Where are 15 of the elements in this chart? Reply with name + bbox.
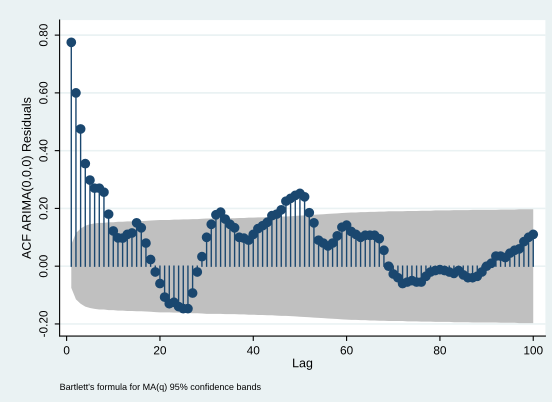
x-tick-label: 40	[246, 346, 260, 354]
x-axis-title: Lag	[293, 358, 312, 370]
y-tick-label: 0.20	[39, 197, 48, 220]
y-tick-label: 0.40	[39, 140, 48, 162]
x-tick-label: 0	[64, 346, 70, 354]
y-tick-label: 0.60	[39, 82, 48, 104]
y-tick-label: -0.20	[39, 310, 48, 337]
x-tick-label: 80	[434, 346, 446, 354]
text: Bartlett's formula for MA(q) 95% confidence bands	[60, 383, 261, 392]
x-tick-label: 100	[524, 346, 543, 354]
y-axis-title: ACF ARIMA(0,0,0) Residuals	[22, 98, 34, 259]
x-tick-label: 60	[340, 346, 353, 354]
x-tick-label: 20	[154, 346, 166, 354]
y-tick-label: 0.00	[39, 255, 48, 278]
y-tick-label: 0.80	[39, 24, 48, 46]
